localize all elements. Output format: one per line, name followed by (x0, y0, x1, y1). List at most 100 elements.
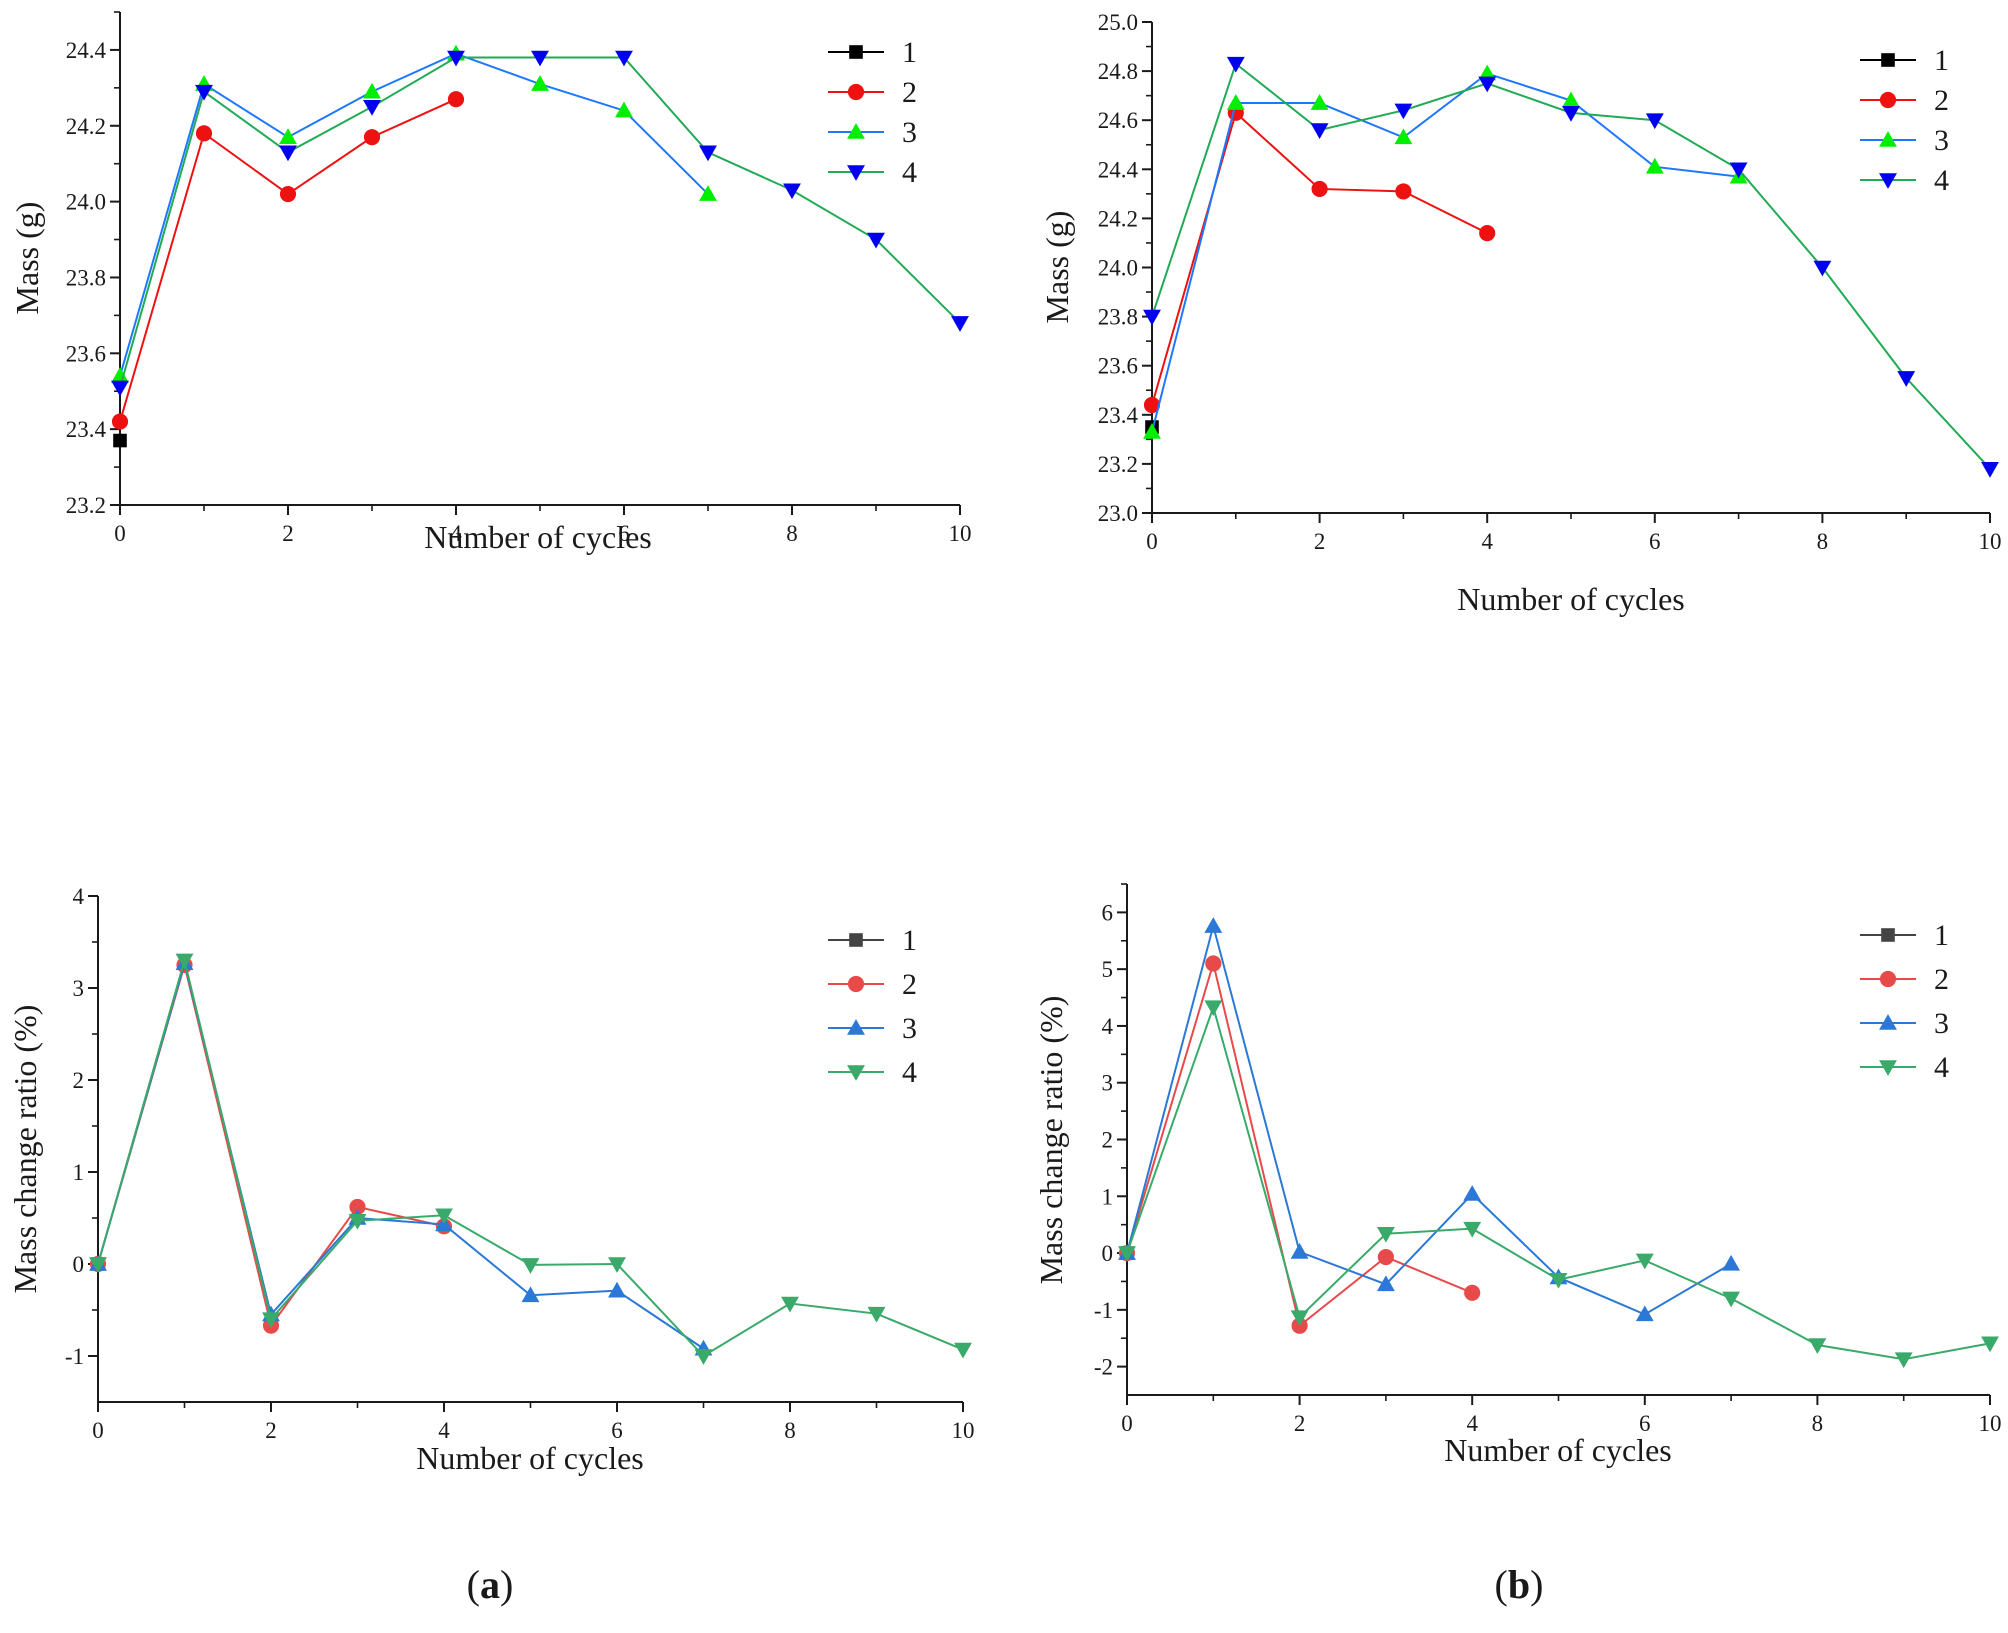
series-4-point (1204, 1000, 1223, 1017)
legend-label-3: 3 (902, 116, 917, 149)
series-2-point (1377, 1248, 1394, 1266)
y-tick-label: 23.0 (1098, 501, 1138, 526)
x-tick-label: 10 (1979, 529, 2002, 554)
legend-marker-2 (1879, 91, 1897, 109)
series-4 (111, 50, 969, 397)
y-tick-label: 23.6 (1098, 354, 1138, 379)
x-tick-label: 8 (784, 1418, 796, 1443)
y-tick-label: 4 (1102, 1014, 1114, 1039)
series-4-point (1722, 1291, 1741, 1308)
series-3-point (1722, 1254, 1741, 1271)
y-tick-label: 2 (1102, 1128, 1114, 1153)
series-3-point (1645, 157, 1664, 174)
x-tick-label: 0 (114, 521, 126, 546)
legend-marker-4 (1879, 1060, 1897, 1076)
legend-label-3: 3 (1934, 1007, 1949, 1040)
x-tick-label: 10 (952, 1418, 975, 1443)
series-4-point (195, 84, 213, 101)
legend-label-1: 1 (902, 36, 917, 69)
x-axis-title: Number of cycles (424, 519, 651, 555)
legend-label-4: 4 (902, 1056, 917, 1089)
x-tick-label: 10 (949, 521, 972, 546)
legend-marker-3 (847, 1019, 865, 1035)
x-tick-label: 6 (611, 1418, 623, 1443)
series-4-point (175, 953, 194, 970)
y-tick-label: 24.4 (1098, 157, 1139, 182)
y-tick-label: 1 (73, 1160, 85, 1185)
series-4-point (1463, 1221, 1482, 1238)
x-tick-label: 4 (1466, 1411, 1478, 1436)
series-2-line (97, 961, 445, 1328)
series-2-point (1143, 396, 1161, 414)
y-tick-label: -1 (1094, 1298, 1113, 1323)
series-1 (113, 433, 127, 448)
y-tick-label: 23.2 (1098, 452, 1138, 477)
legend-label-1: 1 (902, 924, 917, 957)
series-2 (111, 91, 465, 430)
series-4 (1118, 1000, 1999, 1369)
series-3-point (1204, 917, 1223, 933)
series-3-point (699, 185, 717, 201)
chart-a-mass: 0 2 4 6 8 10 23.2 23.4 23.6 23.8 24.0 24.2 24.4 Numbe… (9, 11, 972, 555)
legend-label-1: 1 (1934, 44, 1949, 77)
series-4-point (954, 1342, 972, 1359)
series-4-point (1981, 1336, 1999, 1353)
series-4-point (867, 232, 885, 249)
y-tick-label: -1 (65, 1344, 84, 1369)
series-2-point (195, 125, 213, 142)
legend-label-4: 4 (1934, 164, 1949, 197)
series-4 (1143, 56, 1999, 478)
y-axis-title: Mass change ratio (%) (1033, 996, 1069, 1285)
legend: 1 2 3 4 (1860, 44, 1949, 197)
y-tick-label: 24.6 (1098, 108, 1138, 133)
series-2-point (1464, 1284, 1481, 1301)
legend-label-3: 3 (902, 1012, 917, 1045)
series-4-point (694, 1349, 713, 1365)
series-4-point (867, 1306, 886, 1323)
series-4-point (279, 145, 297, 162)
series-4-point (1290, 1310, 1309, 1327)
caption-b-letter: b (1508, 1562, 1530, 1607)
legend-label-4: 4 (902, 156, 917, 189)
series-3-point (1394, 128, 1413, 145)
y-tick-label: 0 (1102, 1241, 1114, 1266)
series-3-point (279, 128, 297, 144)
series-4-line (119, 56, 961, 388)
y-tick-label: 5 (1102, 957, 1114, 982)
x-axis-title: Number of cycles (416, 1440, 643, 1476)
series-4-point (1562, 106, 1580, 122)
y-tick-label: 24.2 (1098, 206, 1138, 231)
series-3-line (119, 52, 709, 377)
y-tick-label: 24.4 (66, 38, 107, 63)
series-3-point (1376, 1275, 1395, 1292)
legend-label-2: 2 (902, 76, 917, 109)
series-4-point (1897, 371, 1916, 387)
series-3-point (608, 1281, 626, 1298)
legend-marker-2 (847, 975, 865, 993)
series-4-point (1143, 309, 1161, 326)
legend-label-2: 2 (902, 968, 917, 1001)
y-tick-label: 2 (73, 1068, 85, 1093)
caption-a-letter: a (480, 1562, 500, 1607)
series-3-point (1310, 94, 1329, 110)
series-3-point (1290, 1242, 1309, 1259)
x-axis-title: Number of cycles (1457, 581, 1684, 617)
y-tick-label: 23.6 (66, 341, 106, 366)
y-axis-title: Mass (g) (9, 202, 45, 315)
series-4-point (1310, 123, 1329, 139)
series-4-point (111, 380, 129, 397)
x-tick-label: 6 (1649, 529, 1661, 554)
x-tick-label: 2 (265, 1418, 277, 1443)
series-4-point (781, 1296, 799, 1313)
legend-marker-1 (1881, 928, 1895, 942)
y-tick-label: 25.0 (1098, 10, 1138, 35)
y-tick-label: 23.2 (66, 493, 106, 518)
legend-marker-4 (847, 1065, 865, 1081)
series-2-point (1395, 183, 1412, 200)
series-4-point (1808, 1338, 1827, 1354)
y-axis-title: Mass (g) (1039, 211, 1075, 324)
series-4-point (1635, 1253, 1654, 1270)
legend: 1 2 3 4 (1860, 919, 1949, 1084)
